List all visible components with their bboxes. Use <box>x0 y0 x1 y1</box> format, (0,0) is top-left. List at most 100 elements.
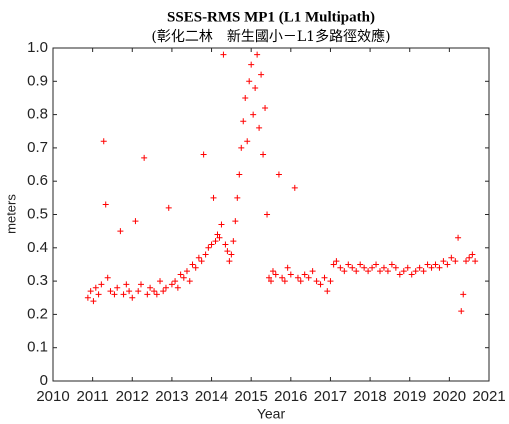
x-tick-label: 2010 <box>36 388 69 405</box>
point <box>400 268 407 275</box>
point <box>129 294 136 301</box>
point <box>135 288 142 295</box>
point <box>428 264 435 271</box>
point <box>216 234 223 241</box>
point <box>349 264 356 271</box>
point <box>198 258 205 265</box>
point <box>228 251 235 258</box>
point <box>226 258 233 265</box>
point <box>266 274 273 281</box>
point <box>84 294 91 301</box>
y-tick-label: 0.6 <box>27 172 48 189</box>
point <box>200 151 207 158</box>
y-tick-label: 0.7 <box>27 139 48 156</box>
point <box>246 78 253 85</box>
chart-subtitle: (彰化二林 新生國小－L1多路徑效應) <box>151 28 390 45</box>
point <box>202 251 209 258</box>
point <box>365 268 372 275</box>
point <box>168 281 175 288</box>
point <box>258 71 265 78</box>
x-tick-label: 2012 <box>116 388 149 405</box>
point <box>420 268 427 275</box>
point <box>269 268 276 275</box>
point <box>218 221 225 228</box>
point <box>330 261 337 268</box>
point <box>284 264 291 271</box>
point <box>377 268 383 275</box>
point <box>412 268 419 275</box>
y-tick-label: 0.9 <box>27 72 48 89</box>
point <box>250 111 257 118</box>
point <box>111 291 118 298</box>
point <box>275 171 282 178</box>
point <box>369 264 376 271</box>
point <box>234 194 241 201</box>
point <box>408 271 415 278</box>
point <box>460 291 467 298</box>
point <box>432 261 439 268</box>
point <box>248 61 255 68</box>
plot-frame <box>52 47 490 382</box>
point <box>236 171 243 178</box>
point <box>222 241 229 248</box>
point <box>305 274 312 281</box>
point <box>87 288 94 295</box>
point <box>396 271 403 278</box>
point <box>123 281 130 288</box>
point <box>214 231 221 238</box>
point <box>153 291 160 298</box>
y-tick-label: 0.4 <box>27 239 48 256</box>
point <box>180 274 187 281</box>
point <box>141 154 148 161</box>
point <box>144 291 151 298</box>
x-tick-label: 2018 <box>353 388 386 405</box>
point <box>345 261 352 268</box>
point <box>189 261 196 268</box>
point <box>254 51 261 58</box>
point <box>238 144 245 151</box>
point <box>230 238 237 245</box>
point <box>357 261 364 268</box>
point <box>472 258 479 265</box>
point <box>327 278 334 285</box>
point <box>192 264 199 271</box>
point <box>104 274 111 281</box>
point <box>100 138 107 145</box>
x-tick-label: 2020 <box>433 388 466 405</box>
point <box>151 288 158 295</box>
point <box>463 258 470 265</box>
x-tick-label: 2017 <box>314 388 347 405</box>
point <box>341 268 348 275</box>
point <box>186 278 193 285</box>
point <box>224 248 231 255</box>
point <box>452 258 459 265</box>
x-tick-label: 2014 <box>195 388 228 405</box>
point <box>195 254 202 261</box>
point <box>337 264 344 271</box>
point <box>317 281 324 288</box>
point <box>256 124 263 131</box>
point <box>321 274 328 281</box>
point <box>469 251 476 258</box>
point <box>281 278 288 285</box>
point <box>301 271 308 278</box>
y-tick-label: 0.8 <box>27 106 48 123</box>
point <box>210 194 217 201</box>
point <box>294 274 301 281</box>
y-tick-label: 0 <box>40 372 48 389</box>
point <box>444 261 451 268</box>
point <box>333 258 340 265</box>
x-tick-label: 2019 <box>393 388 426 405</box>
point <box>132 218 139 225</box>
point <box>361 264 368 271</box>
point <box>90 298 97 305</box>
point <box>384 268 391 275</box>
x-tick-label: 2016 <box>274 388 307 405</box>
point <box>440 258 447 265</box>
point <box>183 268 190 275</box>
point <box>114 284 121 291</box>
chart-title: SSES-RMS MP1 (L1 Multipath) <box>167 9 375 25</box>
point <box>291 184 298 191</box>
point <box>107 288 114 295</box>
y-tick-label: 0.3 <box>27 272 48 289</box>
